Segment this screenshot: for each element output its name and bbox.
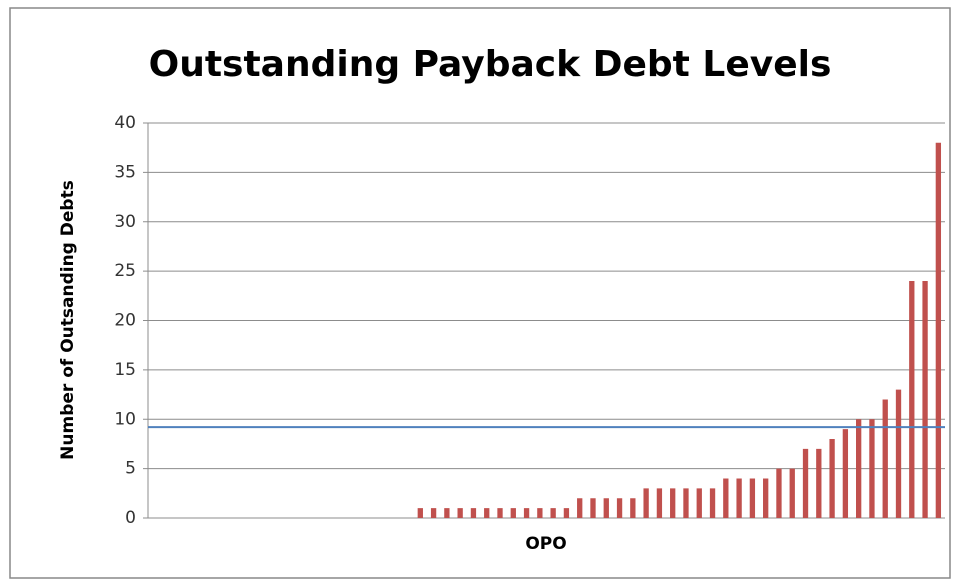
bar (550, 508, 556, 518)
y-tick-label: 30 (114, 212, 136, 232)
bar (749, 478, 756, 518)
y-tick-label: 25 (114, 261, 136, 281)
y-tick-label: 20 (114, 311, 136, 331)
bar (537, 508, 543, 518)
bar (616, 498, 623, 518)
bar (470, 508, 477, 518)
bar (763, 478, 769, 518)
bar (510, 508, 516, 518)
bar (709, 488, 716, 518)
bar (696, 488, 702, 518)
y-tick-label: 15 (114, 360, 136, 380)
bar (577, 498, 583, 518)
bar (736, 478, 742, 518)
bar (856, 419, 862, 518)
bar (829, 439, 835, 518)
y-tick-label: 10 (114, 409, 136, 429)
bar (869, 419, 875, 518)
chart-title: Outstanding Payback Debt Levels (149, 44, 832, 85)
bar (497, 508, 503, 518)
bar (484, 508, 490, 518)
bar (590, 498, 596, 518)
bar (895, 389, 902, 518)
bar (444, 508, 450, 518)
bar (643, 488, 649, 518)
y-tick-label: 5 (125, 459, 136, 479)
y-axis-label: Number of Outsanding Debts (58, 180, 78, 460)
bar (882, 399, 888, 518)
bar (922, 281, 928, 518)
chart-frame (9, 7, 951, 579)
bar (670, 488, 676, 518)
bar (802, 448, 809, 518)
bar (630, 498, 636, 518)
bar (457, 508, 463, 518)
x-axis-label: OPO (525, 534, 566, 554)
bar (430, 508, 437, 518)
bar (909, 281, 915, 518)
bar (776, 468, 782, 518)
bar (417, 508, 423, 518)
bar (603, 498, 609, 518)
bar (935, 142, 942, 518)
bar (723, 478, 729, 518)
bar (842, 429, 849, 518)
bar (789, 468, 795, 518)
bar (523, 508, 530, 518)
bar (656, 488, 663, 518)
bar (816, 448, 822, 518)
y-tick-label: 35 (114, 162, 136, 182)
bar (563, 508, 570, 518)
y-tick-label: 40 (114, 113, 136, 133)
bar (683, 488, 689, 518)
y-tick-label: 0 (125, 508, 136, 528)
